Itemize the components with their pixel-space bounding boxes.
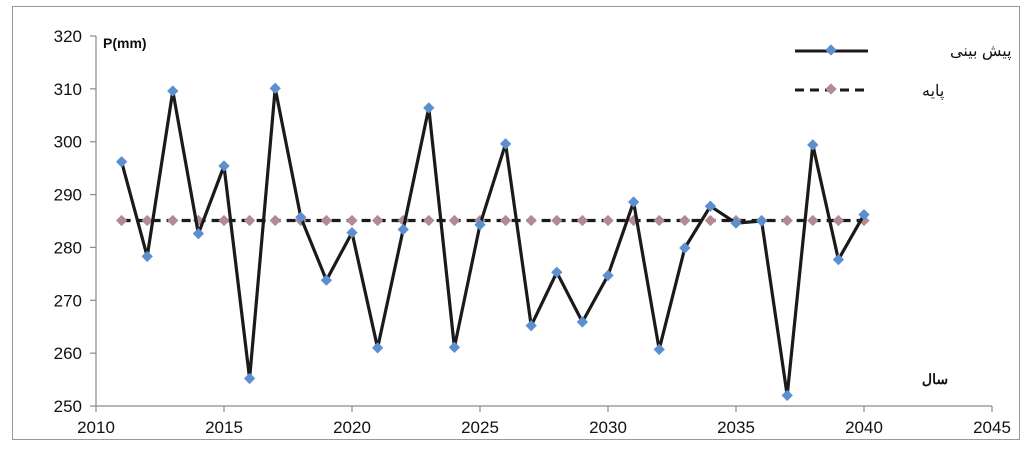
forecast-point	[807, 139, 819, 151]
x-tick-label: 2010	[77, 418, 115, 437]
x-axis-title: سال	[922, 371, 948, 387]
forecast-point	[397, 223, 409, 236]
x-tick-label: 2045	[973, 418, 1011, 437]
legend-forecast-label: پیش بینی	[950, 43, 1012, 60]
baseline-point	[320, 214, 333, 227]
baseline-point	[653, 214, 665, 227]
forecast-point	[755, 215, 768, 227]
forecast-point	[192, 228, 205, 240]
legend-item-forecast: پیش بینی	[795, 43, 1012, 60]
x-tick-label: 2035	[717, 418, 755, 437]
forecast-point	[679, 242, 691, 254]
baseline-point	[371, 214, 384, 227]
x-ticks: 2010 2015 2020 2025 2030 2035 2040 2045	[77, 406, 1011, 437]
baseline-point	[551, 214, 563, 227]
baseline-point	[704, 214, 717, 227]
x-tick-label: 2030	[589, 418, 627, 437]
baseline-point	[832, 214, 845, 227]
series-forecast-line	[120, 86, 866, 397]
forecast-point	[525, 320, 537, 332]
forecast-point	[730, 217, 742, 229]
baseline-point	[167, 214, 179, 227]
forecast-point	[704, 200, 717, 212]
x-tick-label: 2015	[205, 418, 243, 437]
forecast-point	[346, 226, 358, 239]
y-axis-title: P(mm)	[103, 35, 147, 51]
forecast-point	[167, 85, 179, 97]
forecast-point	[781, 389, 793, 402]
forecast-point	[371, 342, 384, 354]
legend-baseline-label: پایه	[922, 83, 944, 100]
y-tick-label: 270	[54, 291, 82, 310]
y-tick-label: 320	[54, 27, 82, 46]
forecast-point	[218, 160, 230, 172]
forecast-point	[320, 274, 333, 286]
baseline-point	[499, 214, 512, 227]
forecast-point	[423, 102, 435, 114]
forecast-point	[499, 138, 512, 150]
x-tick-label: 2025	[461, 418, 499, 437]
y-tick-label: 290	[54, 186, 82, 205]
legend: پیش بینی پایه	[795, 43, 1012, 100]
forecast-point	[243, 372, 256, 385]
x-tick-label: 2020	[333, 418, 371, 437]
forecast-point	[627, 196, 640, 208]
y-tick-label: 300	[54, 133, 82, 152]
forecast-point	[269, 82, 281, 94]
legend-item-baseline: پایه	[795, 83, 944, 100]
y-tick-label: 280	[54, 238, 82, 257]
baseline-point	[269, 214, 281, 227]
baseline-point	[525, 214, 537, 227]
axes: 2010 2015 2020 2025 2030 2035 2040 2045 2502602…	[54, 27, 1011, 437]
y-ticks: 250 260 270 280 290 300 310 320	[54, 27, 96, 416]
forecast-point	[551, 266, 563, 278]
baseline-point	[423, 214, 435, 227]
forecast-point	[474, 219, 486, 231]
forecast-point	[295, 211, 307, 223]
legend-forecast-marker	[825, 44, 837, 56]
series-forecast	[115, 82, 870, 402]
baseline-point	[807, 214, 819, 227]
forecast-point	[141, 250, 153, 263]
forecast-point	[448, 341, 461, 353]
baseline-point	[346, 214, 358, 227]
x-tick-label: 2040	[845, 418, 883, 437]
baseline-point	[576, 214, 589, 227]
forecast-point	[602, 269, 614, 282]
forecast-point	[858, 209, 870, 221]
baseline-point	[243, 214, 256, 227]
y-tick-label: 250	[54, 397, 82, 416]
forecast-point	[653, 343, 665, 356]
legend-baseline-marker	[825, 83, 837, 95]
baseline-point	[679, 214, 691, 227]
baseline-point	[218, 214, 230, 227]
baseline-point	[115, 214, 128, 227]
baseline-point	[602, 214, 614, 227]
series-layer	[115, 82, 870, 402]
forecast-point	[115, 156, 128, 168]
y-tick-label: 310	[54, 80, 82, 99]
baseline-point	[141, 214, 153, 227]
baseline-point	[781, 214, 793, 227]
baseline-point	[448, 214, 461, 227]
y-tick-label: 260	[54, 344, 82, 363]
forecast-point	[576, 316, 589, 328]
